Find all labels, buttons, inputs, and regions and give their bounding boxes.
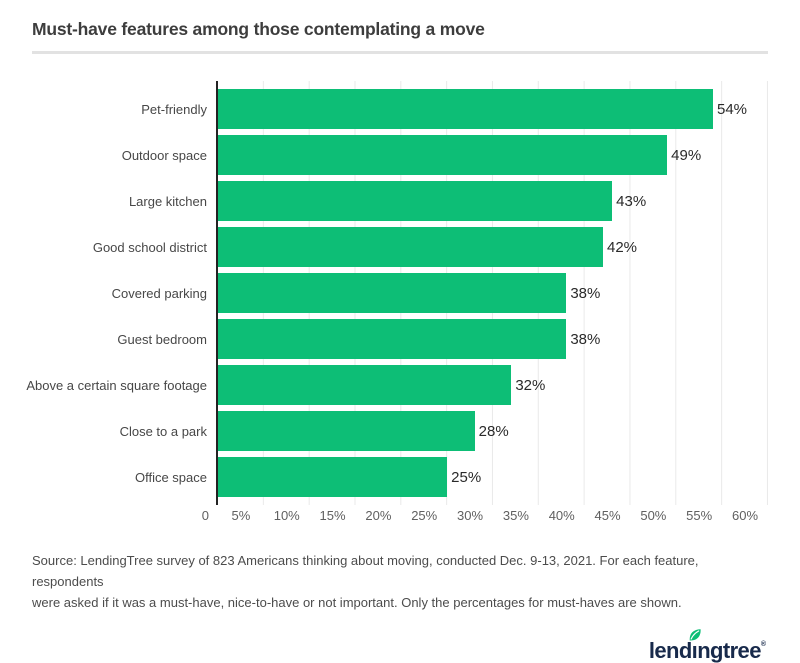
bar-row: 43% — [218, 178, 768, 224]
bar — [218, 181, 613, 221]
category-label: Above a certain square footage — [26, 377, 207, 393]
bar-row: 28% — [218, 408, 768, 454]
lendingtree-logo: lendı ngtree® — [649, 628, 766, 662]
bar-row: 38% — [218, 316, 768, 362]
x-axis-tick-label: 10% — [273, 508, 300, 523]
x-axis-zero-label: 0 — [201, 508, 209, 523]
bar — [218, 89, 713, 129]
bar-row: 38% — [218, 270, 768, 316]
leaf-icon — [689, 629, 701, 641]
category-label: Large kitchen — [128, 193, 207, 209]
logo-row: lendı ngtree® — [32, 628, 768, 663]
value-label: 28% — [478, 422, 509, 440]
category-labels: Pet-friendly Outdoor space Large kitchen Go… — [26, 81, 216, 505]
source-line-2: were asked if it was a must-have, nice-t… — [32, 595, 682, 611]
value-label: 43% — [616, 192, 647, 210]
bar-row: 42% — [218, 224, 768, 270]
registered-mark: ® — [760, 641, 766, 649]
bar-row: 49% — [218, 132, 768, 178]
category-label: Guest bedroom — [117, 331, 207, 347]
bar — [218, 319, 567, 359]
x-axis-tick-label: 35% — [502, 508, 529, 523]
logo-text-lend: lend — [648, 638, 692, 663]
bar-row: 32% — [218, 362, 768, 408]
bar — [218, 273, 567, 313]
value-label: 54% — [717, 100, 748, 118]
category-label: Pet-friendly — [141, 101, 207, 117]
bar — [218, 135, 668, 175]
bar-row: 25% — [218, 454, 768, 500]
category-label: Good school district — [92, 239, 207, 255]
value-label: 38% — [570, 330, 601, 348]
value-label: 32% — [515, 376, 546, 394]
value-label: 38% — [570, 284, 601, 302]
bar-chart: Pet-friendly Outdoor space Large kitchen Go… — [26, 81, 768, 505]
x-axis-tick-label: 45% — [594, 508, 621, 523]
logo-text-ngtree: ngtree — [697, 638, 761, 663]
x-axis: 0 5% 10% 15% 20% 25% 30% 35% 40% 45% 50% 55% 60% — [32, 508, 768, 523]
x-axis-tick-labels: 5% 10% 15% 20% 25% 30% 35% 40% 45% 50% 55% 60% — [216, 508, 768, 523]
value-label: 49% — [671, 146, 702, 164]
bar-row: 54% — [218, 86, 768, 132]
x-axis-tick-label: 55% — [686, 508, 713, 523]
x-axis-tick-label: 20% — [365, 508, 392, 523]
page-title: Must-have features among those contempla… — [32, 19, 485, 39]
x-axis-tick-label: 5% — [231, 508, 251, 523]
bar — [218, 227, 603, 267]
category-label: Outdoor space — [121, 147, 207, 163]
x-axis-tick-label: 60% — [732, 508, 759, 523]
source-line-1: Source: LendingTree survey of 823 Americ… — [32, 553, 699, 590]
bar — [218, 365, 512, 405]
category-label: Office space — [134, 469, 207, 485]
source-note: Source: LendingTree survey of 823 Americ… — [32, 550, 768, 613]
plot-area: 54% 49% 43% 42% 38% 38% 32% 28% 25% — [216, 81, 768, 505]
category-label: Covered parking — [111, 285, 207, 301]
x-axis-tick-label: 15% — [319, 508, 346, 523]
x-axis-tick-label: 30% — [457, 508, 484, 523]
x-axis-tick-label: 40% — [548, 508, 575, 523]
x-axis-tick-label: 25% — [411, 508, 438, 523]
bar — [218, 457, 448, 497]
value-label: 25% — [451, 468, 482, 486]
x-axis-tick-label: 50% — [640, 508, 667, 523]
value-label: 42% — [607, 238, 638, 256]
bar — [218, 411, 475, 451]
category-label: Close to a park — [119, 423, 207, 439]
title-divider — [32, 51, 768, 54]
